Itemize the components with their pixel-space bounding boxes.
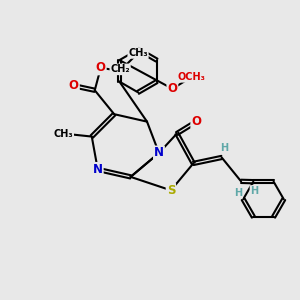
- Text: N: N: [154, 146, 164, 160]
- Text: O: O: [96, 61, 106, 74]
- Text: N: N: [93, 163, 103, 176]
- Text: O: O: [69, 79, 79, 92]
- Text: CH₂: CH₂: [110, 64, 130, 74]
- Text: OCH₃: OCH₃: [178, 72, 206, 82]
- Text: H: H: [220, 143, 228, 153]
- Text: H: H: [234, 188, 242, 198]
- Text: CH₃: CH₃: [54, 129, 73, 139]
- Text: CH₃: CH₃: [128, 48, 148, 58]
- Text: S: S: [167, 184, 175, 197]
- Text: O: O: [191, 115, 201, 128]
- Text: H: H: [250, 186, 259, 196]
- Text: O: O: [167, 82, 177, 95]
